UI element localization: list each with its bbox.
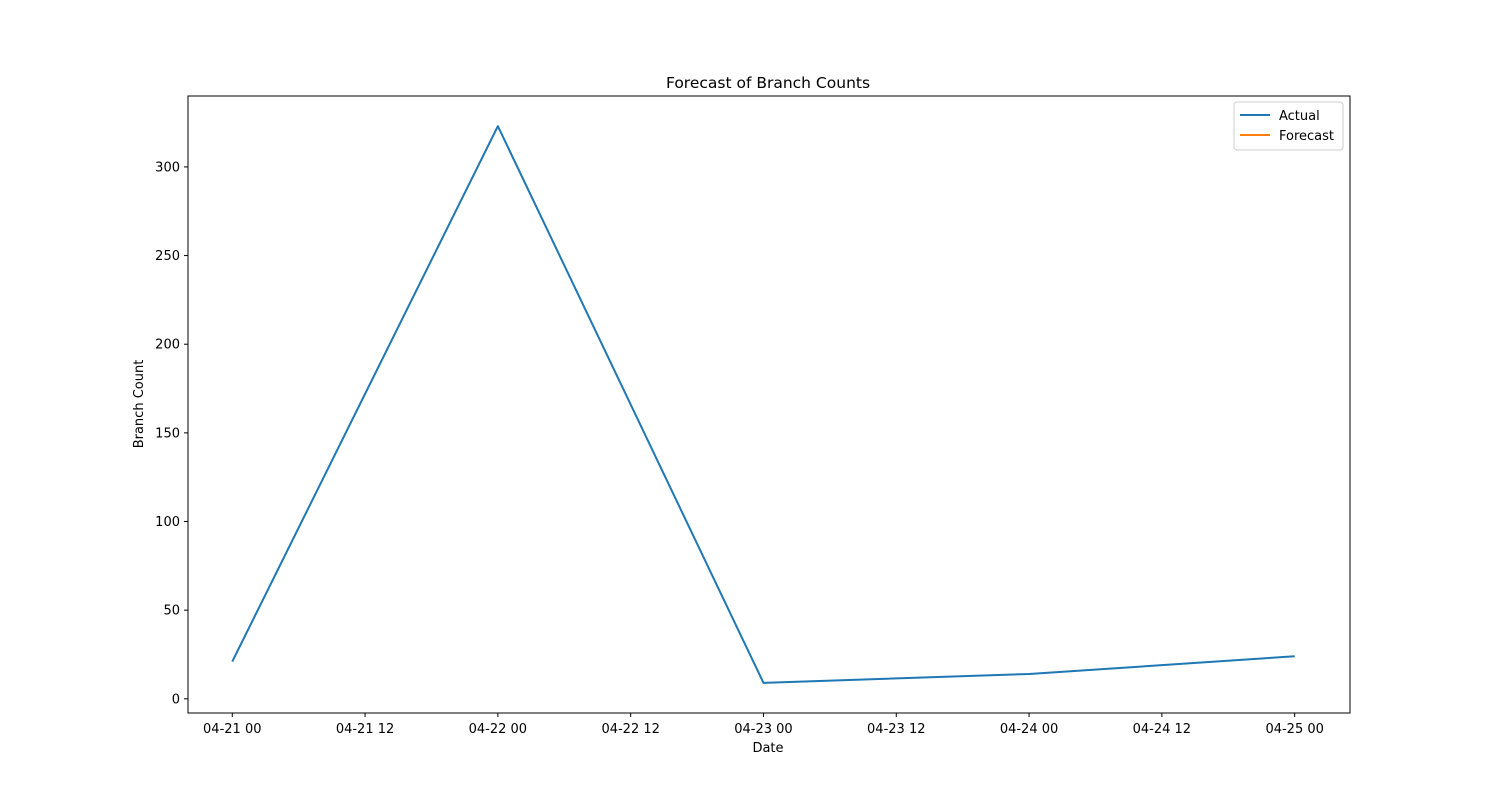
x-tick-label: 04-22 12 (601, 722, 659, 737)
x-tick-label: 04-23 00 (734, 722, 792, 737)
x-tick-label: 04-21 00 (203, 722, 261, 737)
y-tick-label: 200 (155, 338, 180, 353)
y-tick-label: 300 (155, 160, 180, 175)
series-line-actual (231, 125, 1295, 684)
x-tick-label: 04-24 00 (1000, 722, 1058, 737)
x-axis-ticks: 04-21 00 04-21 12 04-22 00 04-22 12 04-23 00… (203, 713, 1324, 737)
plot-frame (187, 95, 1351, 714)
y-axis-label: Branch Count (132, 360, 147, 449)
chart-title: Forecast of Branch Counts (666, 74, 870, 92)
y-tick-label: 150 (155, 426, 180, 441)
x-tick-label: 04-21 12 (336, 722, 394, 737)
x-tick-label: 04-22 00 (469, 722, 527, 737)
y-tick-label: 100 (155, 515, 180, 530)
y-tick-label: 50 (163, 604, 180, 619)
series-layer (231, 125, 1295, 684)
legend: Actual Forecast (1233, 101, 1344, 151)
legend-label-forecast: Forecast (1279, 129, 1334, 144)
x-tick-label: 04-24 12 (1133, 722, 1191, 737)
y-tick-label: 0 (172, 692, 180, 707)
y-tick-label: 250 (155, 249, 180, 264)
legend-label-actual: Actual (1279, 109, 1320, 124)
x-axis-label: Date (752, 741, 783, 756)
x-tick-label: 04-25 00 (1265, 722, 1323, 737)
x-tick-label: 04-23 12 (867, 722, 925, 737)
y-axis-ticks: 0 50 100 150 200 250 300 (155, 160, 188, 707)
